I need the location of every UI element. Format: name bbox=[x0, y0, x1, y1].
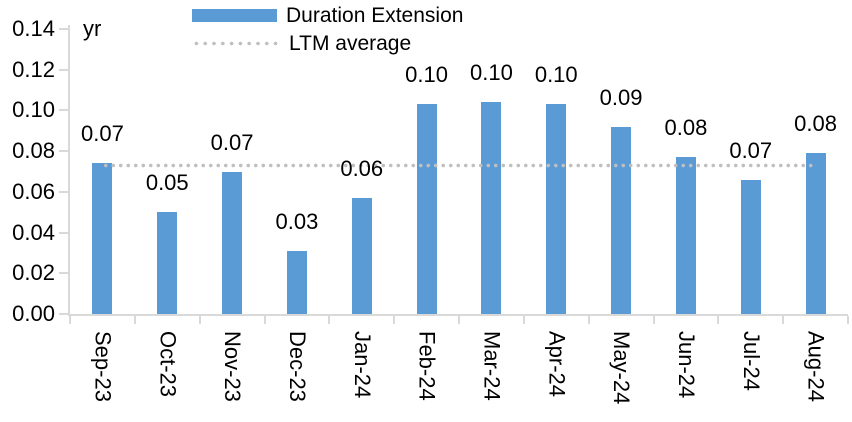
x-axis-label-apr-24: Apr-24 bbox=[544, 331, 570, 398]
x-tick bbox=[717, 316, 720, 324]
data-label-jan-24: 0.06 bbox=[340, 155, 384, 181]
x-axis-label-jan-24: Jan-24 bbox=[349, 331, 375, 399]
data-label-may-24: 0.09 bbox=[599, 84, 643, 110]
x-tick bbox=[652, 316, 655, 324]
x-tick bbox=[133, 316, 136, 324]
y-tick-label: 0.10 bbox=[12, 97, 55, 123]
y-tick bbox=[59, 28, 70, 30]
x-tick bbox=[198, 316, 201, 324]
y-axis-line bbox=[68, 25, 70, 316]
y-tick-label: 0.14 bbox=[12, 16, 55, 41]
x-axis-label-sep-23: Sep-23 bbox=[90, 331, 116, 402]
bar-feb-24 bbox=[416, 104, 437, 314]
x-axis-label-jul-24: Jul-24 bbox=[738, 331, 764, 391]
x-tick bbox=[587, 316, 590, 324]
bar-jul-24 bbox=[740, 179, 761, 314]
y-tick-label: 0.00 bbox=[12, 301, 55, 326]
x-tick bbox=[522, 316, 525, 324]
bar-jan-24 bbox=[351, 197, 372, 314]
y-tick-label: 0.12 bbox=[12, 56, 55, 82]
data-label-mar-24: 0.10 bbox=[469, 60, 513, 86]
data-label-sep-23: 0.07 bbox=[80, 121, 124, 147]
y-tick bbox=[59, 272, 70, 275]
x-axis-label-may-24: May-24 bbox=[609, 331, 635, 405]
x-axis-label-nov-23: Nov-23 bbox=[220, 331, 246, 402]
x-tick bbox=[263, 316, 266, 324]
legend: Duration Extension LTM average bbox=[192, 2, 463, 57]
y-tick bbox=[59, 231, 70, 234]
y-tick bbox=[59, 150, 70, 153]
bar-jun-24 bbox=[675, 157, 696, 314]
x-axis-label-feb-24: Feb-24 bbox=[414, 331, 440, 401]
bar-may-24 bbox=[611, 126, 632, 314]
y-tick bbox=[59, 190, 70, 193]
x-axis-label-jun-24: Jun-24 bbox=[673, 331, 699, 399]
bar-nov-23 bbox=[222, 171, 243, 314]
bar-oct-23 bbox=[157, 212, 178, 314]
data-label-oct-23: 0.05 bbox=[145, 170, 189, 196]
x-axis-label-aug-24: Aug-24 bbox=[803, 331, 829, 402]
y-tick bbox=[59, 68, 70, 71]
data-label-jul-24: 0.07 bbox=[729, 137, 773, 163]
x-axis-line bbox=[68, 314, 848, 316]
y-tick-label: 0.04 bbox=[12, 219, 55, 245]
data-label-apr-24: 0.10 bbox=[534, 62, 578, 88]
x-axis-label-oct-23: Oct-23 bbox=[155, 331, 181, 398]
y-tick-label: 0.02 bbox=[12, 260, 55, 286]
legend-item-ltm-average: LTM average bbox=[192, 30, 463, 57]
y-tick bbox=[59, 109, 70, 112]
legend-dotted-line-swatch bbox=[192, 41, 280, 46]
legend-label-ltm-average: LTM average bbox=[289, 32, 412, 55]
bar-apr-24 bbox=[546, 104, 567, 314]
y-tick bbox=[59, 313, 70, 315]
x-tick bbox=[782, 316, 785, 324]
x-tick bbox=[69, 316, 71, 324]
data-label-nov-23: 0.07 bbox=[210, 129, 254, 155]
y-tick-label: 0.08 bbox=[12, 138, 55, 164]
x-tick bbox=[458, 316, 460, 324]
y-axis-unit-label: yr bbox=[83, 16, 102, 41]
x-tick bbox=[847, 316, 849, 324]
x-axis-label-dec-23: Dec-23 bbox=[284, 331, 310, 402]
data-label-dec-23: 0.03 bbox=[275, 208, 319, 234]
bar-mar-24 bbox=[481, 102, 502, 314]
ltm-average-line bbox=[102, 162, 816, 168]
bar-sep-23 bbox=[92, 163, 113, 314]
data-label-jun-24: 0.08 bbox=[664, 115, 708, 141]
x-tick bbox=[328, 316, 331, 324]
x-axis-label-mar-24: Mar-24 bbox=[479, 331, 505, 401]
y-tick-label: 0.06 bbox=[12, 178, 55, 204]
data-label-feb-24: 0.10 bbox=[405, 62, 448, 88]
legend-item-duration-extension: Duration Extension bbox=[192, 2, 463, 29]
data-label-aug-24: 0.08 bbox=[794, 111, 837, 137]
bar-aug-24 bbox=[805, 153, 826, 314]
bar-dec-23 bbox=[286, 250, 307, 314]
x-tick bbox=[393, 316, 396, 324]
legend-label-duration-extension: Duration Extension bbox=[286, 4, 464, 27]
legend-bar-swatch bbox=[192, 9, 277, 22]
